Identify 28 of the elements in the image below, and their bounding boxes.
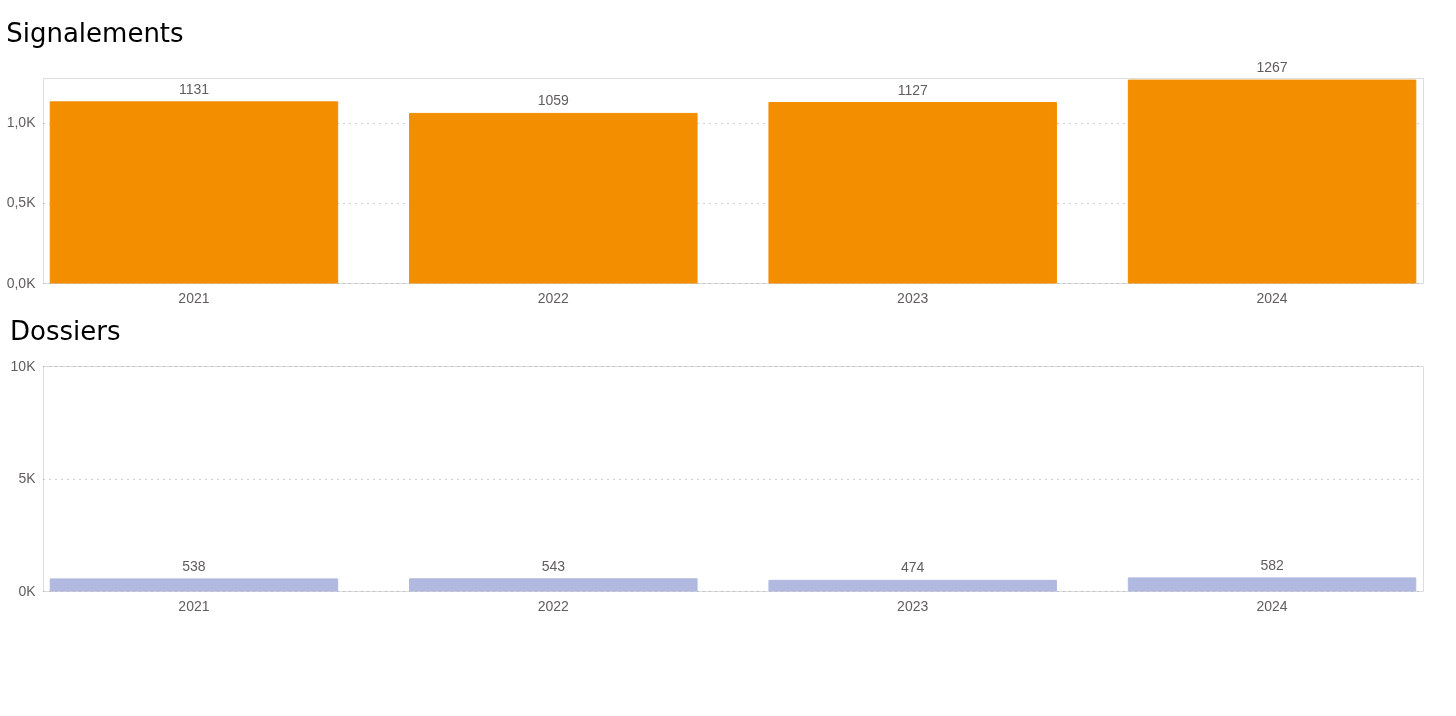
chart-title: Dossiers [10, 316, 121, 346]
data-label: 538 [182, 557, 206, 574]
data-label: 1267 [1256, 59, 1288, 76]
y-tick-label: 0,0K [6, 274, 37, 291]
x-tick-label: 2021 [178, 597, 210, 614]
x-tick-label: 2022 [537, 289, 570, 306]
bar [49, 101, 339, 284]
y-tick-label: 0K [18, 582, 37, 599]
y-tick-label: 1,0K [6, 114, 37, 131]
bar [1127, 79, 1417, 284]
y-tick-label: 10K [10, 357, 37, 374]
bar [409, 112, 698, 284]
x-tick-label: 2022 [537, 597, 570, 614]
data-label: 474 [901, 559, 925, 576]
y-tick-label: 0,5K [6, 194, 37, 211]
data-label: 543 [541, 557, 566, 574]
x-tick-label: 2023 [897, 597, 929, 614]
x-tick-label: 2023 [897, 289, 929, 306]
bar [768, 102, 1057, 284]
data-label: 1131 [178, 80, 210, 97]
x-tick-label: 2024 [1256, 597, 1288, 614]
x-tick-label: 2024 [1256, 289, 1288, 306]
chart-title: Signalements [6, 18, 184, 49]
data-label: 1059 [537, 92, 570, 109]
x-tick-label: 2021 [178, 289, 210, 306]
y-tick-label: 5K [18, 470, 37, 486]
data-label: 1127 [897, 81, 928, 98]
data-label: 582 [1260, 556, 1284, 573]
